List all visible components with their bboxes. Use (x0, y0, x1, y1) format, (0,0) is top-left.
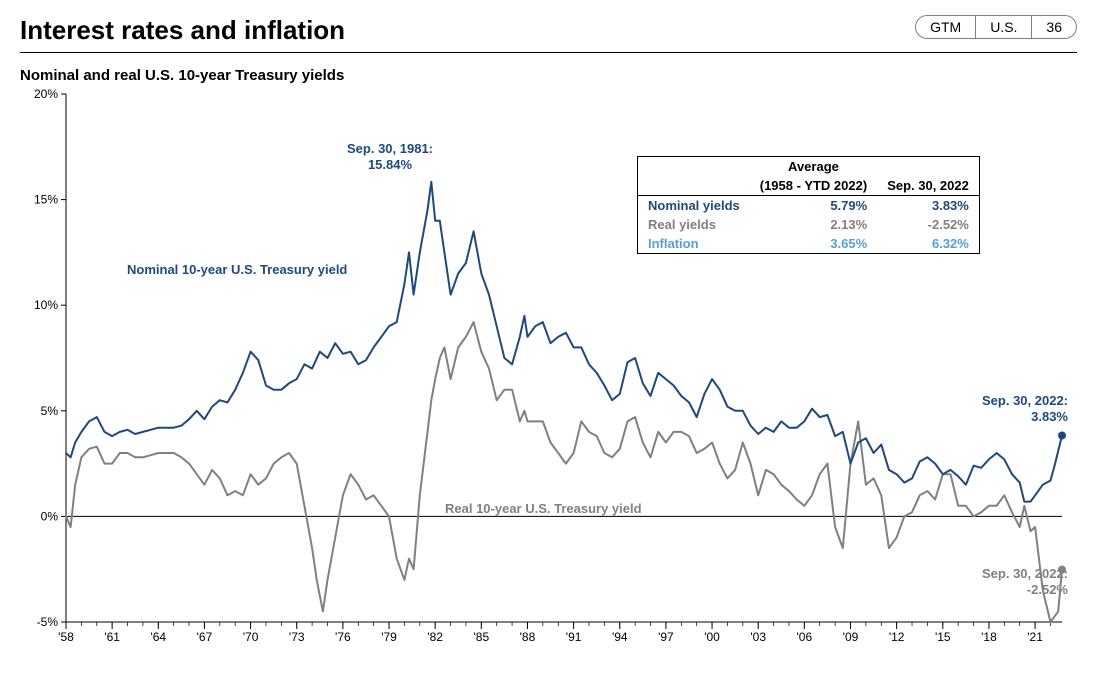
svg-text:'00: '00 (704, 630, 720, 644)
svg-text:'85: '85 (474, 630, 490, 644)
avg-head1: Average (750, 157, 877, 176)
chart-subtitle: Nominal and real U.S. 10-year Treasury y… (20, 67, 1077, 84)
svg-text:'70: '70 (243, 630, 259, 644)
nominal-series-label: Nominal 10-year U.S. Treasury yield (127, 262, 347, 277)
badge-gtm: GTM (916, 16, 976, 38)
averages-table: Average (1958 - YTD 2022) Sep. 30, 2022 … (637, 156, 980, 254)
badge-region: U.S. (976, 16, 1032, 38)
header: Interest rates and inflation GTM U.S. 36 (20, 15, 1077, 46)
avg-row: Real yields2.13%-2.52% (638, 215, 979, 234)
avg-row: Nominal yields5.79%3.83% (638, 196, 979, 216)
chart-container: -5% 0% 5% 10% 15% 20% '58 '61 '64 '67 '70 '73 '76 '79… (20, 86, 1070, 646)
svg-text:'94: '94 (612, 630, 628, 644)
svg-text:'79: '79 (381, 630, 397, 644)
real-end-annotation: Sep. 30, 2022:-2.52% (982, 566, 1068, 597)
svg-text:'58: '58 (58, 630, 74, 644)
peak-annotation: Sep. 30, 1981:15.84% (347, 141, 433, 172)
svg-text:'18: '18 (981, 630, 997, 644)
svg-text:'21: '21 (1027, 630, 1043, 644)
avg-row: Inflation3.65%6.32% (638, 234, 979, 253)
section-badge: GTM U.S. 36 (915, 15, 1077, 39)
svg-text:'67: '67 (197, 630, 213, 644)
svg-text:'61: '61 (104, 630, 120, 644)
svg-text:'82: '82 (427, 630, 443, 644)
svg-text:'91: '91 (566, 630, 582, 644)
svg-text:'12: '12 (889, 630, 905, 644)
svg-text:-5%: -5% (37, 615, 59, 629)
svg-text:'76: '76 (335, 630, 351, 644)
page-title: Interest rates and inflation (20, 15, 345, 46)
svg-text:'15: '15 (935, 630, 951, 644)
avg-head2a: (1958 - YTD 2022) (750, 176, 877, 196)
svg-text:15%: 15% (34, 193, 58, 207)
badge-page: 36 (1032, 16, 1076, 38)
svg-text:'09: '09 (843, 630, 859, 644)
avg-head2b: Sep. 30, 2022 (877, 176, 979, 196)
svg-text:'97: '97 (658, 630, 674, 644)
svg-text:5%: 5% (41, 404, 59, 418)
nominal-end-annotation: Sep. 30, 2022:3.83% (982, 393, 1068, 424)
svg-text:'06: '06 (797, 630, 813, 644)
svg-text:'64: '64 (150, 630, 166, 644)
svg-text:0%: 0% (41, 509, 59, 523)
real-series-label: Real 10-year U.S. Treasury yield (445, 501, 642, 516)
svg-text:10%: 10% (34, 298, 58, 312)
svg-text:'88: '88 (520, 630, 536, 644)
divider (20, 52, 1077, 53)
svg-text:20%: 20% (34, 87, 58, 101)
svg-text:'03: '03 (750, 630, 766, 644)
svg-text:'73: '73 (289, 630, 305, 644)
